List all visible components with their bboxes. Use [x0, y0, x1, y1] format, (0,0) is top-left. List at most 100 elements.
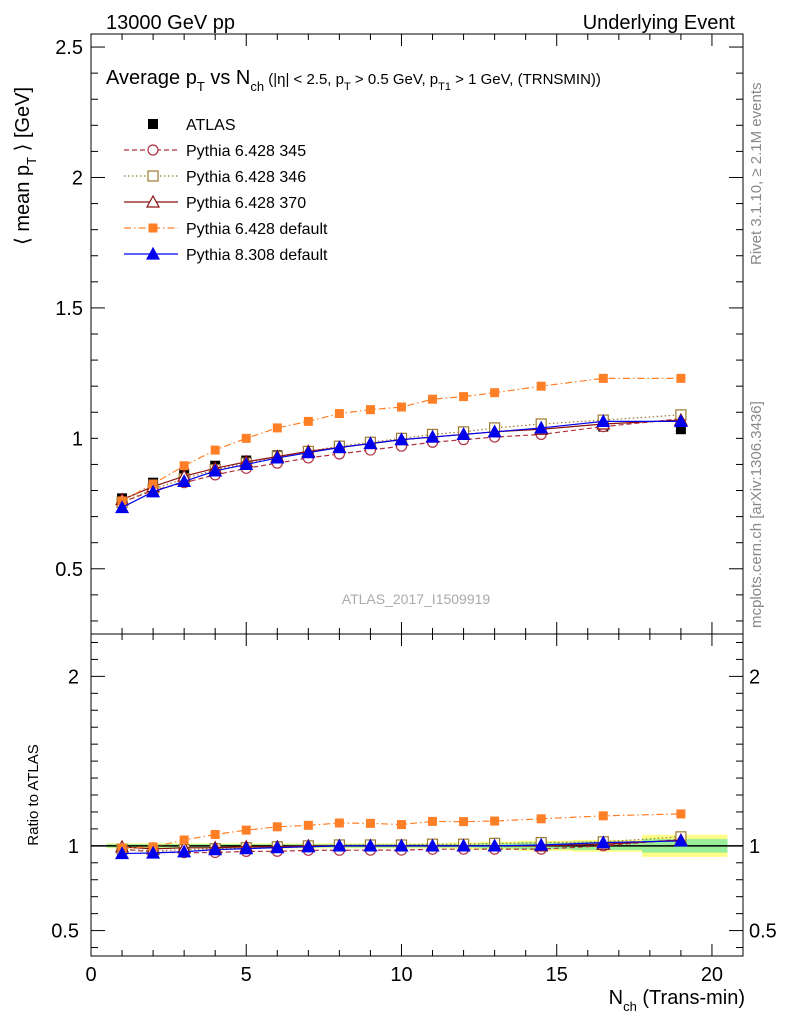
- data-point: [534, 420, 549, 434]
- data-point: [396, 820, 406, 830]
- data-point: [394, 432, 409, 446]
- y-tick-label: 1: [72, 428, 83, 450]
- data-point: [145, 194, 161, 208]
- y-tick-label: 1.5: [55, 298, 83, 320]
- ratio-line: [121, 838, 681, 854]
- header-left: 13000 GeV pp: [106, 12, 235, 34]
- legend-label: Pythia 6.428 370: [186, 195, 306, 212]
- series-pythia-8-308-default: [115, 414, 688, 514]
- data-point: [148, 223, 158, 233]
- data-point: [177, 844, 192, 858]
- data-point: [428, 816, 438, 826]
- x-axis-label: Nch (Trans-min): [609, 987, 745, 1014]
- data-point: [673, 833, 688, 847]
- data-point: [146, 484, 161, 498]
- ratio-y-tick-label-right: 0.5: [749, 921, 777, 943]
- data-point: [676, 809, 686, 819]
- mcplots-label: mcplots.cern.ch [arXiv:1306.3436]: [748, 401, 765, 628]
- data-point: [303, 416, 313, 426]
- data-point: [490, 816, 500, 826]
- ratio-line: [122, 813, 681, 849]
- x-tick-label: 15: [546, 964, 568, 986]
- data-point: [241, 825, 251, 835]
- ratio-y-tick-label: 1: [68, 836, 79, 858]
- data-point: [146, 845, 161, 859]
- data-point: [536, 814, 546, 824]
- data-point: [673, 414, 688, 427]
- series-line: [121, 414, 681, 503]
- data-point: [487, 838, 502, 852]
- x-tick-label: 20: [701, 964, 723, 986]
- data-point: [459, 392, 469, 402]
- data-point: [177, 474, 192, 487]
- data-point: [210, 829, 220, 839]
- rivet-label: Rivet 3.1.10, ≥ 2.1M events: [748, 83, 765, 266]
- data-point: [394, 838, 409, 852]
- data-point: [147, 144, 159, 156]
- data-point: [334, 818, 344, 828]
- header-right: Underlying Event: [583, 12, 736, 34]
- data-point: [332, 838, 347, 852]
- data-point: [598, 811, 608, 821]
- data-point: [301, 839, 316, 853]
- data-point: [456, 838, 471, 852]
- data-point: [115, 500, 130, 514]
- data-point: [334, 409, 344, 419]
- x-tick-label: 5: [241, 964, 252, 986]
- data-point: [425, 838, 440, 852]
- data-point: [179, 461, 189, 471]
- x-tick-label: 10: [390, 964, 412, 986]
- data-point: [459, 817, 469, 827]
- legend-label: Pythia 8.308 default: [186, 247, 328, 264]
- data-point: [272, 822, 282, 832]
- main-panel: 0.5 1 1.5 2 2.5 Average pT vs Nch (|η| < 2.5…: [55, 33, 744, 956]
- y-tick-label: 2.5: [55, 37, 83, 59]
- y-tick-label: 0.5: [55, 559, 83, 581]
- data-point: [365, 405, 375, 415]
- data-point: [210, 445, 220, 455]
- x-tick-label: 0: [85, 964, 96, 986]
- data-point: [487, 424, 502, 438]
- data-point: [596, 414, 611, 427]
- data-point: [148, 479, 158, 489]
- data-point: [239, 841, 254, 855]
- plot-title: Average pT vs Nch (|η| < 2.5, pT > 0.5 G…: [106, 67, 601, 94]
- data-point: [303, 820, 313, 830]
- data-point: [241, 433, 251, 443]
- data-point: [301, 445, 316, 459]
- data-point: [536, 381, 546, 391]
- data-point: [208, 463, 223, 477]
- legend-label: Pythia 6.428 346: [186, 169, 306, 186]
- legend: ATLAS Pythia 6.428 345 Pythia 6.428 346 Pyt…: [124, 117, 328, 264]
- data-point: [239, 457, 254, 471]
- data-point: [598, 373, 608, 383]
- ratio-y-tick-label-right: 2: [749, 666, 760, 688]
- legend-label: Pythia 6.428 default: [186, 221, 328, 238]
- data-point: [270, 450, 285, 464]
- data-point: [115, 846, 130, 860]
- ratio-y-axis-label: Ratio to ATLAS: [25, 744, 42, 845]
- legend-label: ATLAS: [186, 117, 236, 134]
- ratio-y-tick-label: 2: [68, 666, 79, 688]
- data-point: [363, 436, 378, 450]
- series-line: [121, 419, 681, 501]
- ratio-y-tick-label: 0.5: [51, 921, 79, 943]
- legend-label: Pythia 6.428 345: [186, 143, 306, 160]
- data-point: [179, 835, 189, 845]
- data-point: [145, 246, 161, 260]
- data-point: [147, 170, 159, 182]
- series-pythia-6-428-370: [115, 412, 688, 506]
- ratio-line: [122, 836, 681, 852]
- data-point: [365, 818, 375, 828]
- data-point: [332, 440, 347, 454]
- data-point: [490, 388, 500, 398]
- ratio-series-pythia-8-308-default: [115, 833, 688, 860]
- ratio-frame: [90, 633, 744, 957]
- data-point: [534, 837, 549, 851]
- data-point: [456, 427, 471, 441]
- data-point: [396, 402, 406, 412]
- series-line: [121, 420, 681, 509]
- ratio-line: [122, 840, 681, 855]
- data-point: [596, 835, 611, 849]
